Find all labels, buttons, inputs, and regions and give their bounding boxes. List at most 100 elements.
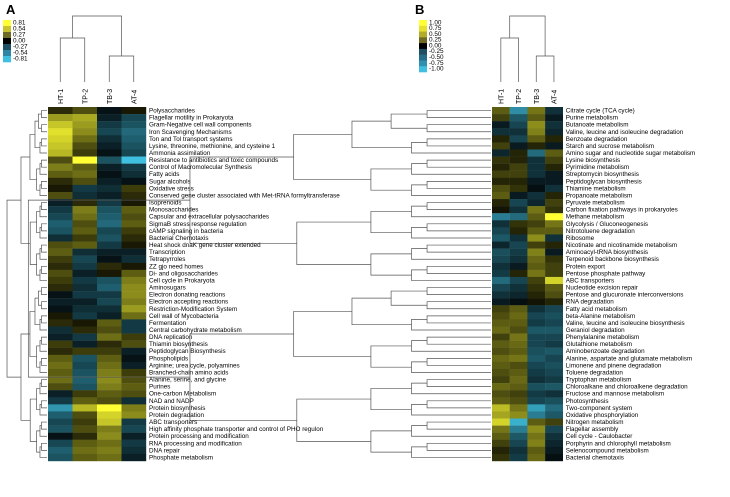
row-dendrogram-branch bbox=[41, 315, 47, 324]
row-dendrogram-branch bbox=[39, 269, 47, 281]
row-dendrogram-branch bbox=[41, 287, 47, 295]
row-label: Alanine, aspartate and glutamate metabol… bbox=[566, 355, 692, 362]
row-label: Oxidative stress bbox=[149, 185, 194, 192]
heatmap-cell bbox=[97, 177, 122, 186]
row-label: Tryptophan metabolism bbox=[566, 377, 632, 384]
heatmap-cell bbox=[492, 390, 510, 398]
heatmap-cell bbox=[121, 177, 147, 186]
column-dendrogram-branch bbox=[500, 37, 519, 82]
heatmap-cell bbox=[545, 135, 563, 143]
heatmap-cell bbox=[492, 206, 510, 214]
heatmap-cell bbox=[72, 220, 98, 228]
heatmap-cell bbox=[545, 354, 563, 363]
legend-tick-label: 0.75 bbox=[429, 25, 442, 32]
legend-swatch bbox=[419, 54, 427, 61]
heatmap-cell bbox=[48, 177, 73, 186]
heatmap-cell bbox=[509, 383, 528, 391]
heatmap-cell bbox=[48, 163, 73, 171]
heatmap-cell bbox=[545, 298, 563, 306]
heatmap-cell bbox=[72, 149, 98, 157]
heatmap-cell bbox=[527, 453, 546, 462]
legend-swatch bbox=[419, 43, 427, 50]
column-label: TP-2 bbox=[516, 89, 523, 104]
heatmap-cell bbox=[509, 411, 528, 419]
row-label: Protein degradation bbox=[149, 412, 204, 419]
heatmap-cell bbox=[527, 220, 546, 228]
row-label: Cell cycle - Caulobacter bbox=[566, 433, 633, 440]
row-label: Cell cycle in Prokaryota bbox=[149, 277, 215, 284]
row-dendrogram-branch bbox=[426, 315, 491, 324]
legend-tick-label: -0.50 bbox=[429, 54, 444, 61]
heatmap-cell bbox=[97, 390, 122, 398]
row-label: Aminosugars bbox=[149, 285, 186, 292]
column-dendrogram-branch bbox=[108, 55, 135, 82]
row-dendrogram-branch bbox=[426, 124, 491, 133]
heatmap-cell bbox=[492, 298, 510, 306]
heatmap-cell bbox=[527, 326, 546, 334]
heatmap-cell bbox=[492, 248, 510, 256]
heatmap-cell bbox=[121, 319, 147, 327]
heatmap-cell bbox=[492, 404, 510, 412]
heatmap-cell bbox=[509, 213, 528, 221]
legend-tick-label: -0.81 bbox=[13, 56, 28, 63]
heatmap-cell bbox=[545, 376, 563, 384]
heatmap-cell bbox=[48, 376, 73, 384]
row-dendrogram-branch bbox=[39, 163, 47, 175]
legend-swatch bbox=[419, 48, 427, 55]
row-dendrogram-branch bbox=[426, 180, 491, 189]
heatmap-cell bbox=[509, 305, 528, 313]
heatmap-cell bbox=[48, 305, 73, 313]
row-dendrogram-branch bbox=[39, 425, 47, 437]
heatmap-cell bbox=[527, 439, 546, 448]
row-label: Phospholipids bbox=[149, 355, 188, 362]
row-label: Glutathione metabolism bbox=[566, 341, 632, 348]
row-dendrogram-branch bbox=[41, 110, 47, 118]
row-label: Control of Macromolecular Synthesis bbox=[149, 164, 252, 171]
heatmap-cell bbox=[492, 397, 510, 405]
row-label: Selenocompound metabolism bbox=[566, 447, 649, 454]
heatmap-cell bbox=[527, 340, 546, 348]
heatmap-cell bbox=[545, 220, 563, 228]
heatmap-cell bbox=[527, 418, 546, 426]
heatmap-cell bbox=[545, 149, 563, 157]
legend-tick-label: -0.27 bbox=[13, 44, 28, 51]
heatmap-cell bbox=[545, 326, 563, 334]
row-label: Conserved gene cluster associated with M… bbox=[149, 192, 340, 199]
heatmap-cell bbox=[492, 227, 510, 235]
row-dendrogram-branch bbox=[41, 400, 47, 409]
heatmap-cell bbox=[48, 184, 73, 193]
heatmap-cell bbox=[97, 298, 122, 306]
heatmap-cell bbox=[48, 206, 73, 214]
heatmap-cell bbox=[492, 347, 510, 355]
row-label: Phosphate metabolism bbox=[149, 454, 213, 461]
row-dendrogram-branch bbox=[41, 442, 47, 451]
row-label: Toluene degradation bbox=[566, 369, 624, 376]
heatmap-cell bbox=[97, 156, 122, 164]
heatmap-cell bbox=[48, 248, 73, 256]
row-label: ABC transporters bbox=[149, 419, 197, 426]
row-dendrogram-branch bbox=[41, 301, 47, 310]
heatmap-cell bbox=[509, 446, 528, 455]
heatmap-cell bbox=[121, 404, 147, 412]
row-dendrogram-branch bbox=[426, 138, 491, 147]
row-dendrogram-branch bbox=[36, 430, 40, 453]
heatmap-cell bbox=[509, 156, 528, 164]
row-dendrogram-branch bbox=[370, 388, 412, 411]
heatmap-cell bbox=[527, 397, 546, 405]
heatmap-cell bbox=[527, 234, 546, 242]
heatmap-cell bbox=[492, 135, 510, 143]
row-label: Transcription bbox=[149, 249, 186, 256]
row-label: One-carbon Metabolism bbox=[149, 391, 216, 398]
heatmap-cell bbox=[527, 248, 546, 256]
heatmap-cell bbox=[121, 446, 147, 455]
heatmap-cell bbox=[48, 411, 73, 419]
heatmap-cell bbox=[72, 347, 98, 355]
legend-swatch bbox=[3, 38, 11, 45]
row-label: Limonene and pinene degradation bbox=[566, 362, 662, 369]
heatmap-cell bbox=[527, 390, 546, 398]
heatmap-cell bbox=[545, 347, 563, 355]
row-label: Photosynthesis bbox=[566, 398, 609, 405]
heatmap-cell bbox=[509, 184, 528, 193]
heatmap-cell bbox=[492, 361, 510, 370]
heatmap-cell bbox=[97, 312, 122, 320]
